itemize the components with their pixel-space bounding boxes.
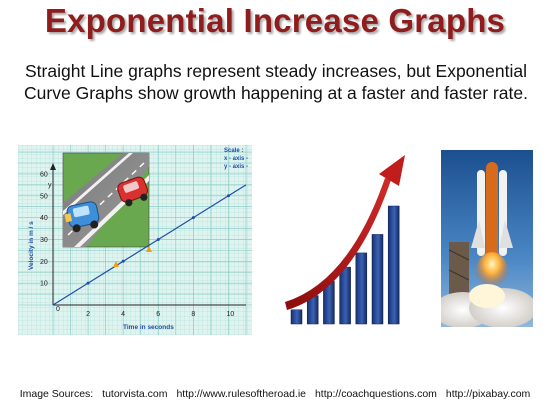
bars-layer	[290, 205, 400, 325]
x-tick-label: 6	[156, 311, 160, 318]
y-tick-label: 30	[40, 237, 48, 244]
red-car-icon	[117, 176, 148, 207]
growth-arrow-icon	[285, 155, 405, 310]
source-link-4[interactable]: http://pixabay.com	[445, 388, 531, 400]
arrow-marker-up-2	[146, 246, 152, 252]
slide-subtitle: Straight Line graphs represent steady in…	[6, 60, 546, 104]
exponential-bar-chart	[283, 150, 413, 330]
source-link-3[interactable]: http://coachquestions.com	[314, 388, 437, 400]
velocity-time-graph: 2 4 6 8 10 10 20 30 40 50 60 0 y Velocity in m / …	[18, 140, 252, 335]
origin-label: 0	[56, 306, 60, 313]
blue-car-icon	[64, 201, 100, 233]
shuttle-icon	[471, 162, 513, 258]
series-point	[86, 281, 90, 285]
x-tick-label: 2	[86, 311, 90, 318]
x-tick-label: 8	[191, 311, 195, 318]
smoke-clouds	[433, 284, 537, 328]
y-axis-label: Velocity in m / s	[28, 221, 35, 270]
slide-title: Exponential Increase Graphs	[44, 2, 506, 39]
growth-bar	[387, 205, 400, 325]
rocket-photo-svg	[433, 150, 537, 328]
series-layer	[52, 184, 247, 306]
y-tick-label: 60	[40, 171, 48, 178]
velocity-graph-svg: 2 4 6 8 10 10 20 30 40 50 60 0 y Velocity in m / …	[18, 140, 252, 335]
scale-y-label: y - axis -	[224, 164, 248, 170]
series-point	[191, 216, 195, 220]
scale-title: Scale :	[224, 148, 243, 154]
growth-bar	[339, 266, 351, 325]
subtitle-line-2: Curve Graphs show growth happening at a …	[24, 83, 528, 103]
y-tick-label: 50	[40, 193, 48, 200]
series-point	[156, 237, 160, 241]
y-tick-label: 40	[40, 215, 48, 222]
source-link-1[interactable]: tutorvista.com	[102, 388, 168, 400]
x-tick-label: 4	[121, 311, 125, 318]
y-tick-label: 20	[40, 259, 48, 266]
growth-bar	[355, 252, 368, 325]
exhaust-flame-icon	[476, 252, 508, 292]
y-tick-label: 10	[40, 281, 48, 288]
series-point	[226, 194, 230, 198]
x-tick-labels: 2 4 6 8 10	[86, 311, 234, 318]
growth-bar	[371, 234, 384, 325]
x-tick-label: 10	[226, 311, 234, 318]
y-tick-labels: 10 20 30 40 50 60	[40, 171, 48, 287]
road-cars-illustration	[62, 152, 150, 248]
source-link-2[interactable]: http://www.rulesoftheroad.ie	[176, 388, 307, 400]
arrow-marker-up	[113, 261, 119, 267]
scale-x-label: x - axis -	[224, 156, 248, 162]
rocket-launch-photo	[433, 150, 537, 328]
x-axis-label: Time in seconds	[123, 324, 174, 331]
image-sources: Image Sources: tutorvista.com http://www…	[0, 388, 550, 400]
sources-label: Image Sources:	[19, 388, 94, 400]
y-axis-letter: y	[48, 182, 52, 189]
series-point	[121, 259, 125, 263]
growth-bar	[290, 309, 303, 325]
bar-chart-svg	[285, 155, 405, 325]
subtitle-line-1: Straight Line graphs represent steady in…	[25, 61, 527, 81]
